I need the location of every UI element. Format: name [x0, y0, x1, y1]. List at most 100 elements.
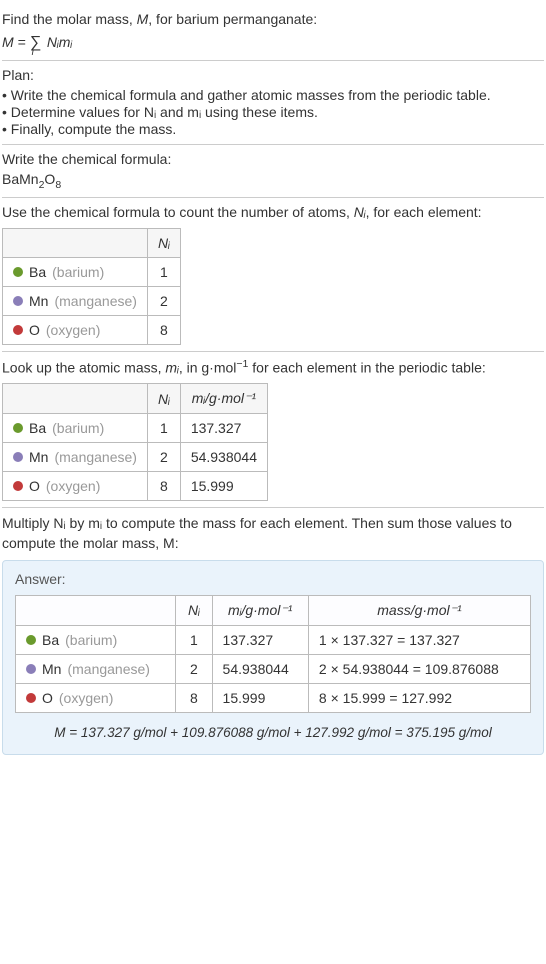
mass-section: Look up the atomic mass, mᵢ, in g·mol−1 … — [2, 352, 544, 509]
table-row: O (oxygen) 8 15.999 8 × 15.999 = 127.992 — [16, 683, 531, 712]
table-row: Ba (barium) 1 137.327 1 × 137.327 = 137.… — [16, 625, 531, 654]
table-header-ni: Nᵢ — [176, 595, 212, 625]
cell-m: 54.938044 — [180, 443, 267, 472]
element-name: (manganese) — [67, 661, 150, 677]
formula-eq: = — [14, 34, 30, 50]
cell-n: 1 — [147, 414, 180, 443]
answer-label: Answer: — [15, 571, 531, 587]
element-symbol: O — [29, 322, 40, 338]
plan-section: Plan: • Write the chemical formula and g… — [2, 61, 544, 145]
element-symbol: O — [29, 478, 40, 494]
formula-sumsub: i — [32, 46, 34, 60]
element-dot-icon — [13, 452, 23, 462]
element-symbol: O — [42, 690, 53, 706]
formula-lhs: M — [2, 34, 14, 50]
cell-n: 8 — [147, 472, 180, 501]
table-row: Mn (manganese) 2 54.938044 — [3, 443, 268, 472]
chem-formula: BaMn2O8 — [2, 171, 544, 191]
intro-formula: M = ∑i Nᵢmᵢ — [2, 32, 544, 54]
cell-n: 1 — [176, 625, 212, 654]
answer-box: Answer: Nᵢ mᵢ/g·mol⁻¹ mass/g·mol⁻¹ Ba (b… — [2, 560, 544, 755]
chem-formula-section: Write the chemical formula: BaMn2O8 — [2, 145, 544, 198]
cell-mass: 8 × 15.999 = 127.992 — [308, 683, 530, 712]
cell-n: 8 — [176, 683, 212, 712]
element-name: (manganese) — [54, 293, 137, 309]
table-header-ni: Nᵢ — [147, 384, 180, 414]
intro-prefix: Find the molar mass, — [2, 11, 137, 27]
element-dot-icon — [26, 693, 36, 703]
element-dot-icon — [13, 296, 23, 306]
count-section: Use the chemical formula to count the nu… — [2, 198, 544, 352]
table-header-mass: mass/g·mol⁻¹ — [308, 595, 530, 625]
plan-heading: Plan: — [2, 67, 544, 83]
element-name: (barium) — [52, 264, 104, 280]
table-row: Mn (manganese) 2 — [3, 286, 181, 315]
element-dot-icon — [13, 481, 23, 491]
element-name: (oxygen) — [46, 478, 100, 494]
plan-item: • Write the chemical formula and gather … — [2, 87, 544, 103]
cell-m: 137.327 — [180, 414, 267, 443]
element-symbol: Mn — [29, 293, 48, 309]
table-row: Ba (barium) 1 — [3, 257, 181, 286]
element-dot-icon — [13, 267, 23, 277]
chem-sub: 8 — [55, 179, 61, 191]
element-dot-icon — [26, 635, 36, 645]
mass-prefix: Look up the atomic mass, — [2, 359, 165, 375]
table-header-mi: mᵢ/g·mol⁻¹ — [212, 595, 308, 625]
cell-m: 15.999 — [212, 683, 308, 712]
chem-part: BaMn — [2, 171, 39, 187]
element-name: (barium) — [65, 632, 117, 648]
element-symbol: Ba — [29, 420, 46, 436]
intro-suffix: , for barium permanganate: — [148, 11, 317, 27]
table-header-blank — [3, 228, 148, 257]
formula-rhs: Nᵢmᵢ — [43, 34, 72, 50]
mass-var: mᵢ — [165, 359, 178, 375]
cell-m: 54.938044 — [212, 654, 308, 683]
cell-n: 8 — [147, 315, 180, 344]
element-dot-icon — [13, 423, 23, 433]
mass-text: Look up the atomic mass, mᵢ, in g·mol−1 … — [2, 358, 544, 376]
table-header-mi: mᵢ/g·mol⁻¹ — [180, 384, 267, 414]
element-symbol: Mn — [42, 661, 61, 677]
cell-n: 2 — [176, 654, 212, 683]
element-name: (oxygen) — [59, 690, 113, 706]
plan-item: • Determine values for Nᵢ and mᵢ using t… — [2, 104, 544, 120]
table-header-blank — [3, 384, 148, 414]
mass-sup: −1 — [236, 358, 248, 370]
element-dot-icon — [26, 664, 36, 674]
element-name: (oxygen) — [46, 322, 100, 338]
cell-mass: 2 × 54.938044 = 109.876088 — [308, 654, 530, 683]
cell-mass: 1 × 137.327 = 137.327 — [308, 625, 530, 654]
table-row: O (oxygen) 8 15.999 — [3, 472, 268, 501]
table-header-ni: Nᵢ — [147, 228, 180, 257]
count-suffix: , for each element: — [366, 204, 482, 220]
element-symbol: Ba — [29, 264, 46, 280]
element-symbol: Ba — [42, 632, 59, 648]
cell-m: 137.327 — [212, 625, 308, 654]
chem-part: O — [44, 171, 55, 187]
cell-n: 2 — [147, 286, 180, 315]
count-text: Use the chemical formula to count the nu… — [2, 204, 544, 220]
element-name: (barium) — [52, 420, 104, 436]
table-header-blank — [16, 595, 176, 625]
cell-n: 1 — [147, 257, 180, 286]
cell-m: 15.999 — [180, 472, 267, 501]
final-equation: M = 137.327 g/mol + 109.876088 g/mol + 1… — [15, 725, 531, 740]
count-var: Nᵢ — [354, 204, 366, 220]
mass-suffix: for each element in the periodic table: — [248, 359, 485, 375]
multiply-section: Multiply Nᵢ by mᵢ to compute the mass fo… — [2, 508, 544, 760]
element-name: (manganese) — [54, 449, 137, 465]
table-row: O (oxygen) 8 — [3, 315, 181, 344]
intro-var: M — [137, 11, 149, 27]
mass-table: Nᵢ mᵢ/g·mol⁻¹ Ba (barium) 1 137.327 Mn (… — [2, 383, 268, 501]
table-row: Mn (manganese) 2 54.938044 2 × 54.938044… — [16, 654, 531, 683]
element-dot-icon — [13, 325, 23, 335]
intro-section: Find the molar mass, M, for barium perma… — [2, 4, 544, 61]
chem-formula-text: Write the chemical formula: — [2, 151, 544, 167]
cell-n: 2 — [147, 443, 180, 472]
mass-mid: , in g·mol — [179, 359, 237, 375]
element-symbol: Mn — [29, 449, 48, 465]
plan-item: • Finally, compute the mass. — [2, 121, 544, 137]
intro-line: Find the molar mass, M, for barium perma… — [2, 10, 544, 30]
answer-table: Nᵢ mᵢ/g·mol⁻¹ mass/g·mol⁻¹ Ba (barium) 1… — [15, 595, 531, 713]
